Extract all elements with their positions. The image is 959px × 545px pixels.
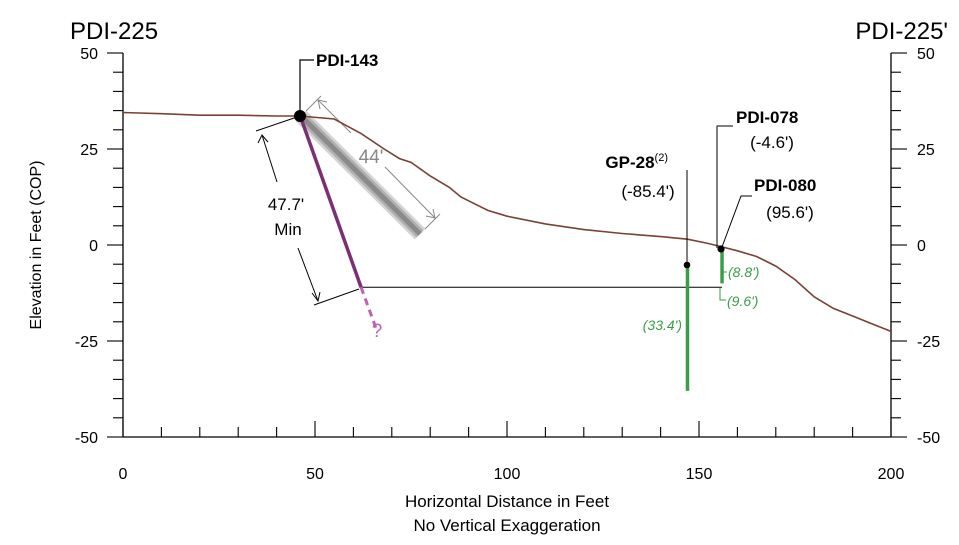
y-tick-left-neg25: -25 xyxy=(75,334,98,351)
depth-arrow-bottom xyxy=(311,291,321,303)
depth-ext-bottom xyxy=(313,288,360,306)
y-tick-left-50: 50 xyxy=(80,46,98,63)
pdi078-depth: (8.8') xyxy=(728,264,759,280)
x-tick-200: 200 xyxy=(878,466,905,483)
pdi143-depth-dimension xyxy=(255,116,360,306)
gp28-name: GP-28 xyxy=(605,153,654,172)
pdi143-top-marker xyxy=(294,110,306,122)
pdi078-depth-leader xyxy=(722,266,727,273)
gp28-top-marker xyxy=(683,261,691,269)
pdi080-depth: (9.6') xyxy=(727,293,758,309)
pdi080-top-marker xyxy=(717,245,725,253)
depth-arrow-top xyxy=(257,134,269,144)
gp28-depth: (33.4') xyxy=(643,317,682,333)
pdi078-offset: (-4.6') xyxy=(750,133,794,152)
x-axis-title: Horizontal Distance in Feet xyxy=(405,492,609,511)
dim-line-lower xyxy=(384,166,436,219)
pdi143-label: PDI-143 xyxy=(316,51,378,70)
projection-band-inner xyxy=(299,114,422,236)
pdi143-leader xyxy=(299,59,314,112)
dim-arrow-top xyxy=(317,99,328,110)
pdi143-depth-label: 47.7' xyxy=(268,195,304,214)
pdi080-depth-leader xyxy=(719,288,726,301)
axis-ticks xyxy=(107,52,907,438)
pdi143-projection xyxy=(295,110,426,240)
dim-line-upper xyxy=(317,99,352,134)
y-tick-right-50: 50 xyxy=(917,46,935,63)
dim-extension-bottom xyxy=(424,213,441,230)
depth-dim-lower xyxy=(297,247,319,302)
pdi143-length-dimension xyxy=(305,95,441,230)
x-tick-50: 50 xyxy=(306,466,324,483)
pdi080-leader xyxy=(721,195,752,248)
y-axis-title: Elevation in Feet (COP) xyxy=(28,161,45,330)
gp28-offset: (-85.4') xyxy=(621,182,674,201)
x-tick-0: 0 xyxy=(119,466,128,483)
pdi143-unknown-mark: ? xyxy=(372,321,383,342)
ground-surface-line xyxy=(122,111,892,333)
dim-arrow-bottom xyxy=(425,208,436,219)
pdi078-leader xyxy=(716,125,733,248)
pdi143-boring xyxy=(297,113,363,288)
y-tick-right-neg25: -25 xyxy=(917,334,940,351)
section-start-label: PDI-225 xyxy=(70,18,158,45)
x-tick-150: 150 xyxy=(686,466,713,483)
pdi080-label: PDI-080 xyxy=(754,176,816,195)
y-tick-left-0: 0 xyxy=(89,238,98,255)
y-tick-left-25: 25 xyxy=(80,142,98,159)
dim-extension-top xyxy=(305,95,322,112)
y-tick-left-neg50: -50 xyxy=(75,430,98,447)
y-tick-right-0: 0 xyxy=(917,238,926,255)
pdi143-length-label: 44' xyxy=(359,147,384,168)
y-tick-right-neg50: -50 xyxy=(917,430,940,447)
x-tick-100: 100 xyxy=(494,466,521,483)
pdi078-label: PDI-078 xyxy=(736,108,798,127)
depth-ext-top xyxy=(255,116,298,132)
pdi143-unknown-extension xyxy=(359,286,378,330)
y-tick-right-25: 25 xyxy=(917,142,935,159)
pdi080-offset: (95.6') xyxy=(766,203,814,222)
gp28-superscript: (2) xyxy=(655,152,668,164)
depth-dim-upper xyxy=(261,134,278,183)
section-end-label: PDI-225' xyxy=(855,18,948,45)
x-axis-subtitle: No Vertical Exaggeration xyxy=(413,516,600,535)
gp28-label: GP-28(2) xyxy=(605,152,668,172)
pdi143-depth-qualifier: Min xyxy=(274,220,301,239)
